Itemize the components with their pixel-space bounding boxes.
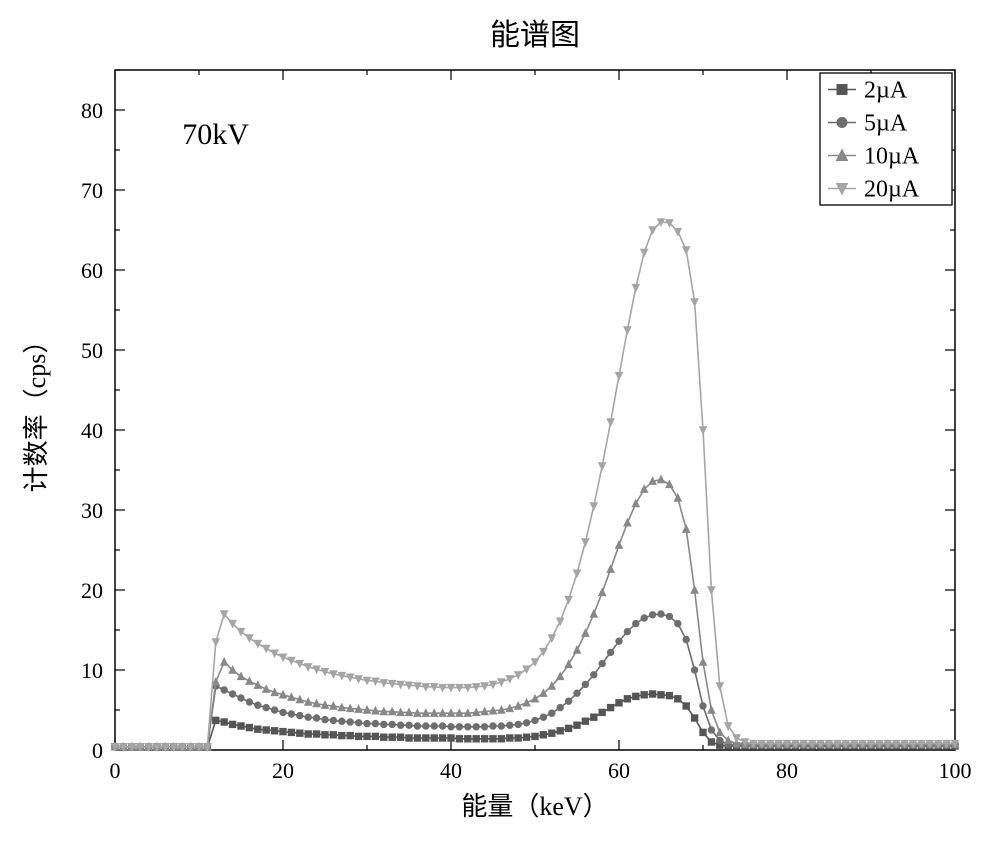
y-tick-label: 20 (81, 578, 103, 603)
y-tick-label: 0 (92, 738, 103, 763)
y-tick-label: 10 (81, 658, 103, 683)
x-tick-label: 0 (110, 758, 121, 783)
legend-label: 20µA (864, 177, 920, 203)
y-tick-label: 30 (81, 498, 103, 523)
y-tick-label: 70 (81, 178, 103, 203)
legend-label: 10µA (864, 144, 920, 170)
y-axis-label: 计数率（cps） (22, 328, 51, 493)
spectrum-chart: 0 20 40 60 80 100 0 10 20 30 40 50 60 70 80 能量（keV） 计数率（… (0, 0, 1000, 863)
chart-container: 0 20 40 60 80 100 0 10 20 30 40 50 60 70 80 能量（keV） 计数率（… (0, 0, 1000, 863)
chart-annotation: 70kV (182, 118, 249, 151)
x-tick-label: 60 (608, 758, 630, 783)
y-tick-label: 50 (81, 338, 103, 363)
y-tick-label: 40 (81, 418, 103, 443)
legend-label: 5µA (864, 111, 908, 137)
x-tick-label: 80 (776, 758, 798, 783)
y-tick-label: 60 (81, 258, 103, 283)
x-tick-label: 40 (440, 758, 462, 783)
x-tick-label: 20 (272, 758, 294, 783)
chart-title: 能谱图 (490, 19, 580, 52)
y-tick-label: 80 (81, 98, 103, 123)
x-tick-label: 100 (939, 758, 972, 783)
legend-label: 2µA (864, 78, 908, 104)
x-axis-label: 能量（keV） (461, 792, 608, 821)
